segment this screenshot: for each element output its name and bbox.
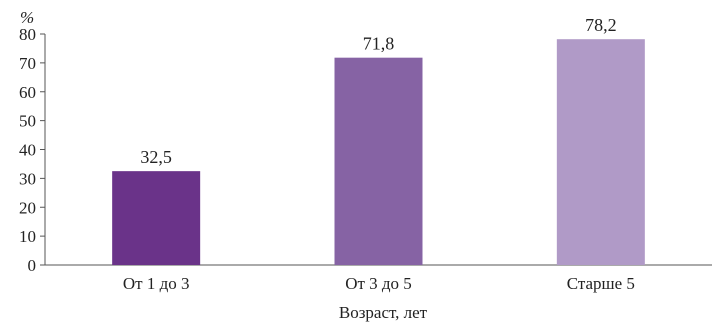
y-tick-label: 70 [19,54,36,73]
y-tick-label: 80 [19,25,36,44]
category-label: От 3 до 5 [345,274,412,293]
bars [112,39,645,266]
data-labels: 32,5 71,8 78,2 [140,15,616,167]
category-label: От 1 до 3 [123,274,190,293]
bar [112,171,201,265]
bar-value-label: 78,2 [585,15,617,35]
y-tick-label: 0 [28,256,37,275]
y-unit-label: % [20,8,34,27]
y-ticks: 0 10 20 30 40 50 60 70 80 [19,25,45,275]
bar-value-label: 32,5 [140,147,172,167]
x-axis-title: Возраст, лет [339,303,428,322]
y-tick-label: 20 [19,198,36,217]
bar [556,39,645,266]
category-labels: От 1 до 3 От 3 до 5 Старше 5 [123,274,635,293]
y-tick-label: 60 [19,83,36,102]
category-label: Старше 5 [567,274,635,293]
bar-value-label: 71,8 [363,34,395,54]
y-tick-label: 40 [19,141,36,160]
y-tick-label: 10 [19,227,36,246]
bar [334,57,423,265]
y-tick-label: 50 [19,112,36,131]
y-tick-label: 30 [19,169,36,188]
